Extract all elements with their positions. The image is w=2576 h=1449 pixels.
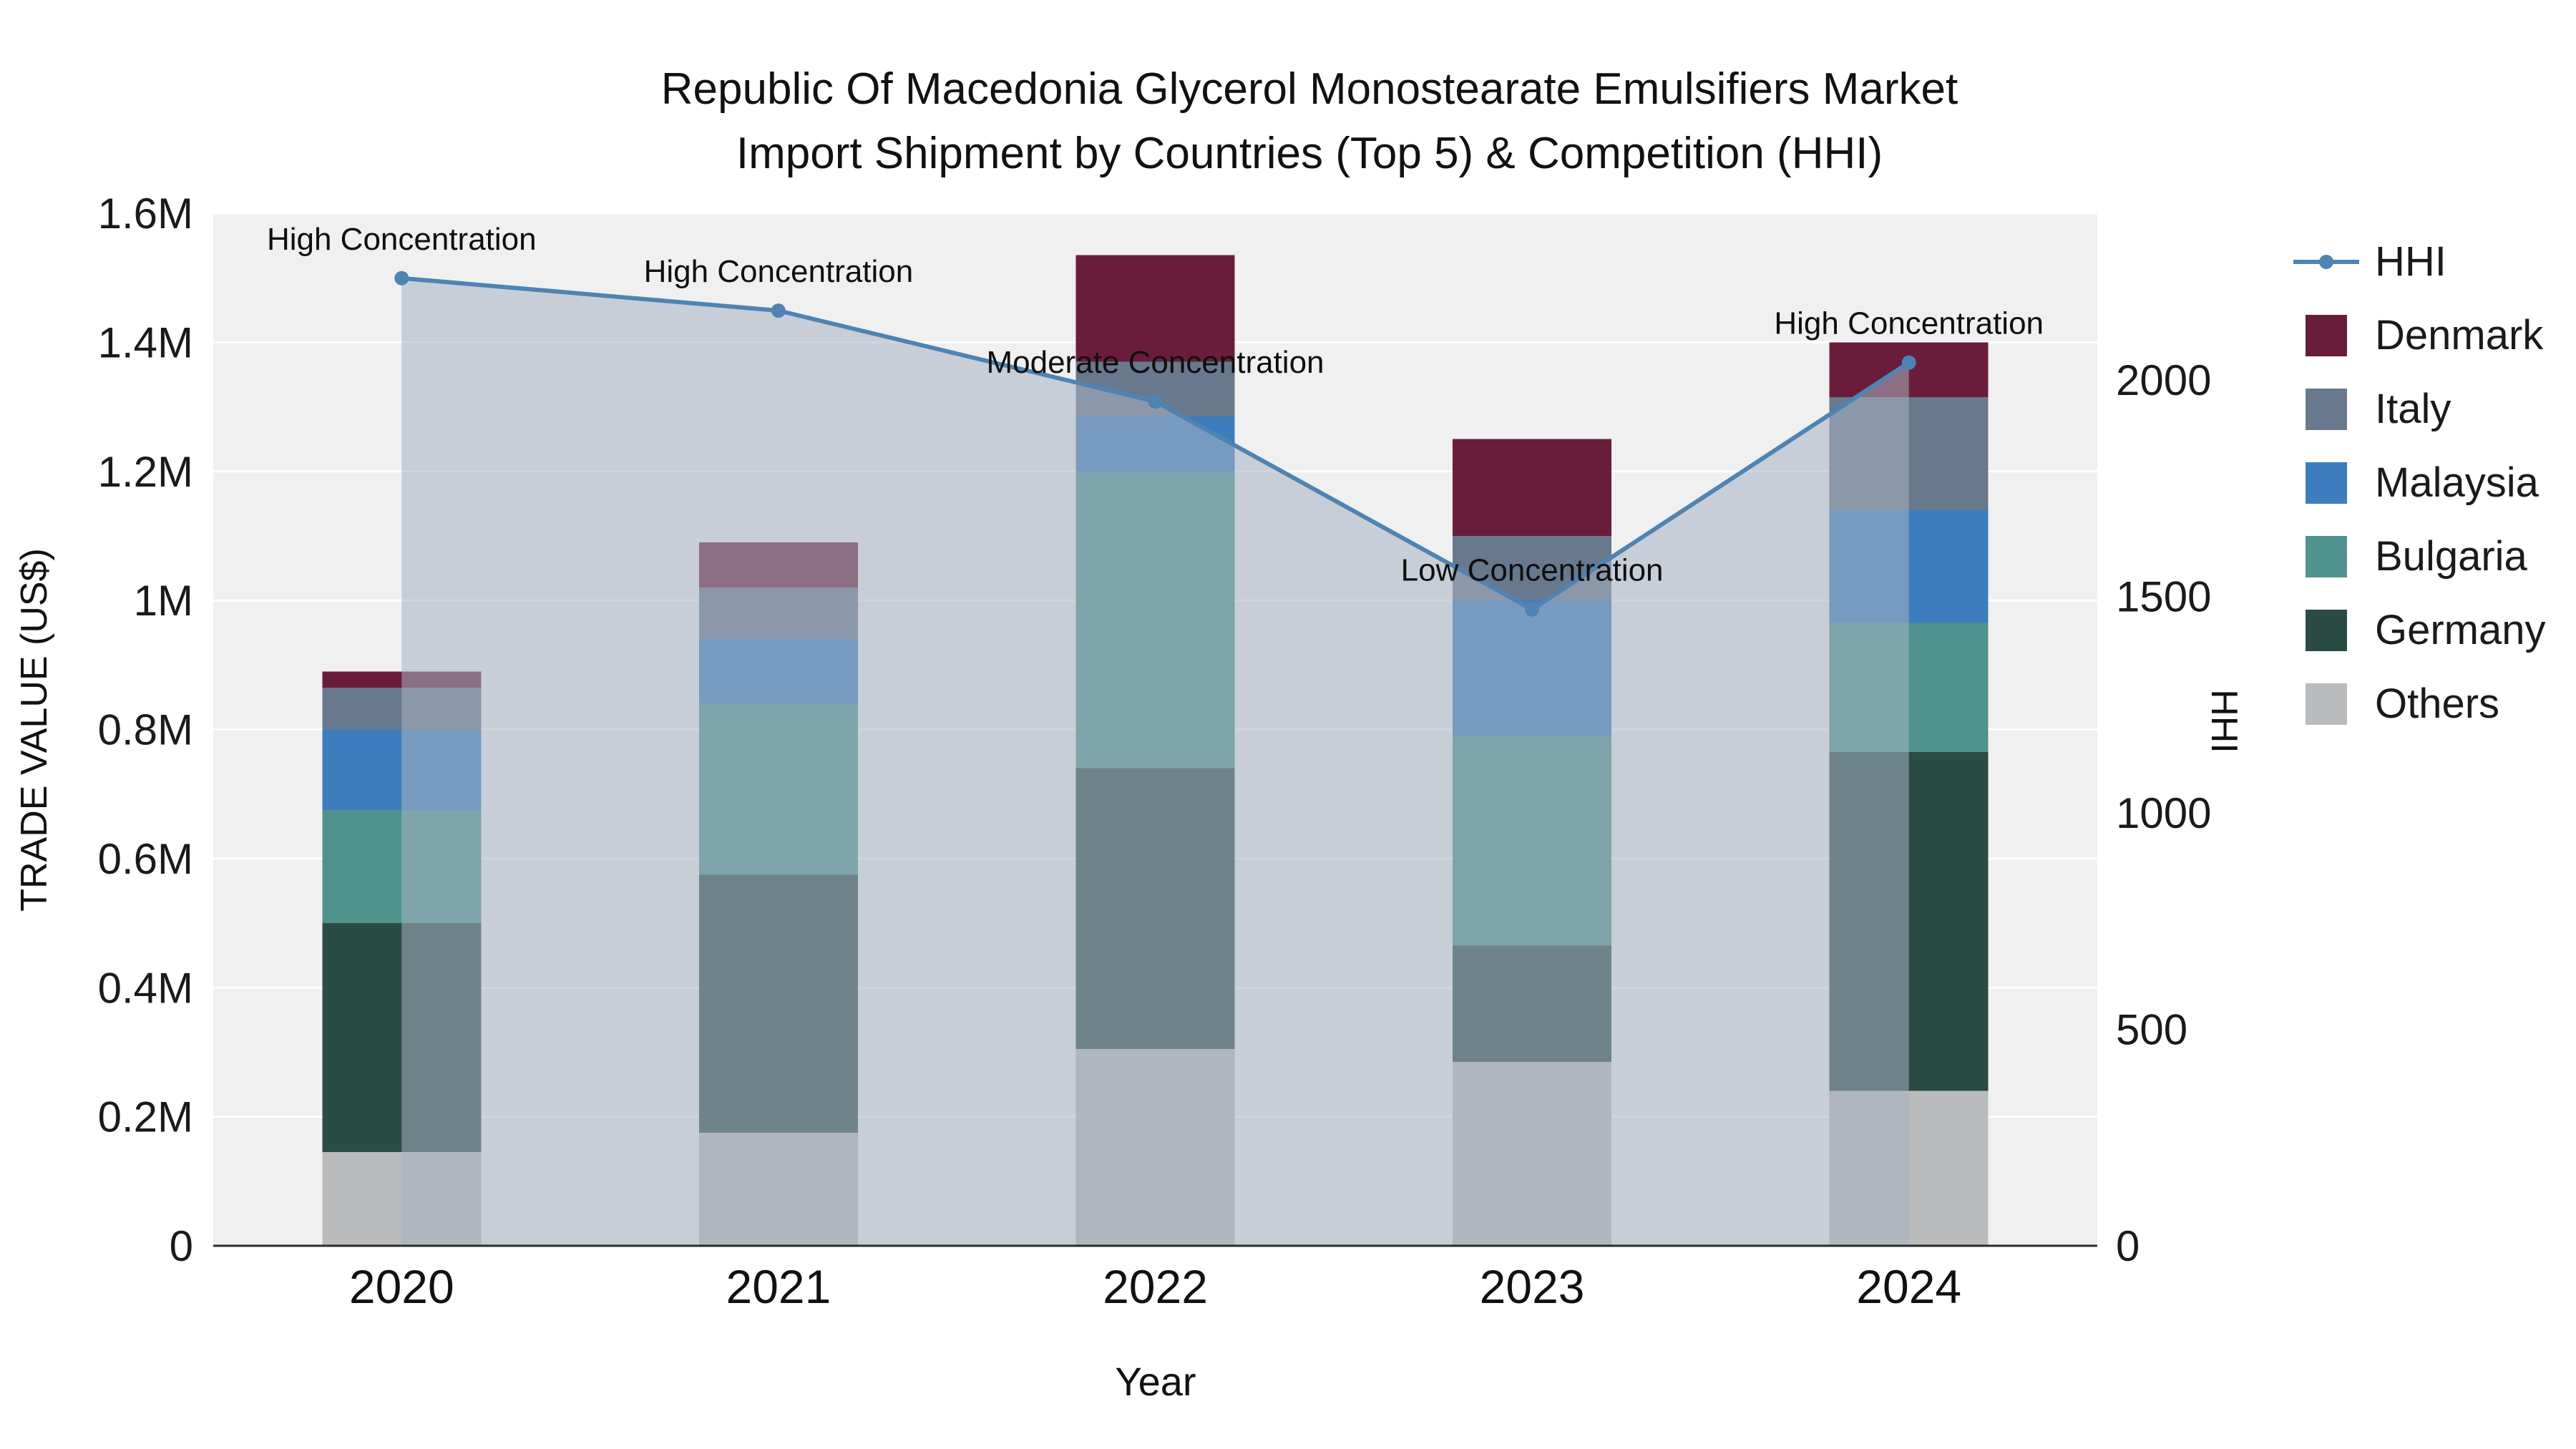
x-axis-label: Year	[1115, 1359, 1196, 1404]
legend-item-label: Denmark	[2375, 312, 2544, 358]
y-axis-left-tick: 1.2M	[98, 448, 193, 496]
hhi-marker-2020	[394, 270, 409, 286]
legend-color-swatch	[2293, 683, 2359, 725]
x-axis-tick-2020: 2020	[349, 1260, 454, 1313]
color-swatch-icon	[2306, 683, 2347, 725]
y-axis-left-tick: 0.2M	[98, 1093, 193, 1141]
legend-item-label: HHI	[2375, 238, 2446, 285]
x-axis-tick-2022: 2022	[1103, 1260, 1208, 1313]
hhi-area	[401, 278, 1909, 1246]
color-swatch-icon	[2306, 314, 2347, 356]
legend-item-label: Malaysia	[2375, 459, 2539, 506]
y-axis-left-tick: 0.8M	[98, 706, 193, 754]
legend-color-swatch	[2293, 314, 2359, 356]
y-axis-left-tick: 1.6M	[98, 190, 193, 238]
legend-item-label: Italy	[2375, 386, 2451, 432]
y-axis-right-tick: 1000	[2116, 789, 2211, 837]
legend-color-swatch	[2293, 462, 2359, 504]
y-axis-right-tick: 0	[2116, 1222, 2140, 1270]
y-axis-label-right: HHI	[2203, 689, 2245, 753]
y-axis-label-left: TRADE VALUE (US$)	[14, 548, 55, 912]
y-axis-right-tick: 2000	[2116, 356, 2211, 404]
annotation-2020: High Concentration	[267, 222, 537, 257]
color-swatch-icon	[2306, 535, 2347, 577]
color-swatch-icon	[2306, 462, 2347, 504]
annotation-2021: High Concentration	[644, 254, 914, 289]
y-axis-left-tick: 0.6M	[98, 835, 193, 883]
color-swatch-icon	[2306, 388, 2347, 430]
hhi-marker-2021	[771, 303, 786, 318]
legend-item-label: Germany	[2375, 607, 2546, 653]
legend: HHI Denmark Italy Malaysia Bulgaria Germany Ot…	[2293, 238, 2546, 728]
hhi-marker-2024	[1901, 355, 1916, 370]
legend-item-others: Others	[2293, 680, 2546, 728]
legend-item-label: Bulgaria	[2375, 533, 2527, 580]
annotation-2024: High Concentration	[1774, 306, 2044, 341]
legend-color-swatch	[2293, 609, 2359, 651]
legend-item-italy: Italy	[2293, 385, 2546, 433]
legend-item-bulgaria: Bulgaria	[2293, 532, 2546, 580]
y-axis-right-tick: 500	[2116, 1005, 2187, 1053]
y-axis-left-tick: 1.4M	[98, 318, 193, 366]
x-axis-tick-2021: 2021	[726, 1260, 831, 1313]
legend-item-label: Others	[2375, 680, 2500, 727]
hhi-marker-2022	[1148, 394, 1163, 409]
color-swatch-icon	[2306, 609, 2347, 651]
legend-item-hhi: HHI	[2293, 238, 2546, 286]
chart-title-line-1: Republic Of Macedonia Glycerol Monostear…	[660, 64, 1958, 114]
annotation-2022: Moderate Concentration	[986, 345, 1324, 380]
legend-color-swatch	[2293, 388, 2359, 430]
hhi-marker-2023	[1525, 602, 1540, 617]
legend-item-malaysia: Malaysia	[2293, 459, 2546, 507]
annotation-2023: Low Concentration	[1401, 553, 1664, 588]
legend-line-swatch	[2293, 241, 2359, 283]
bar-segment-denmark-2023	[1453, 439, 1612, 536]
y-axis-left-tick: 0	[170, 1222, 193, 1270]
chart-title: Republic Of Macedonia Glycerol Monostear…	[661, 57, 1958, 186]
x-axis-tick-2023: 2023	[1480, 1260, 1585, 1313]
y-axis-left-tick: 0.4M	[98, 964, 193, 1012]
y-axis-right-tick: 1500	[2116, 572, 2211, 620]
chart-title-line-2: Import Shipment by Countries (Top 5) & C…	[736, 128, 1883, 178]
y-axis-left-tick: 1M	[134, 577, 193, 625]
x-axis-tick-2024: 2024	[1856, 1260, 1961, 1313]
bar-segment-denmark-2022	[1075, 255, 1235, 362]
legend-color-swatch	[2293, 535, 2359, 577]
hhi-line-sample-icon	[2293, 254, 2359, 269]
legend-item-germany: Germany	[2293, 606, 2546, 654]
legend-item-denmark: Denmark	[2293, 311, 2546, 359]
